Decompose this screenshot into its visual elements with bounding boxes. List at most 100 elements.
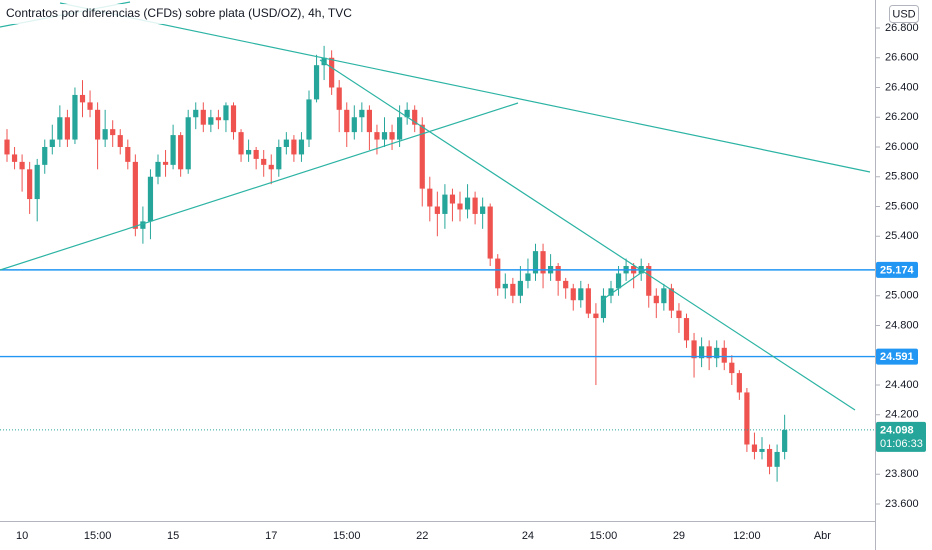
candle-body xyxy=(699,346,705,359)
candle-body xyxy=(155,161,161,177)
trend-line xyxy=(0,102,519,271)
y-tick-label: 26.800 xyxy=(885,22,919,34)
candle-body xyxy=(268,164,274,170)
candle-body xyxy=(464,197,471,210)
candle-body xyxy=(147,176,154,222)
candle-body xyxy=(110,129,116,136)
candle-body xyxy=(570,288,576,301)
candle-body xyxy=(306,99,312,140)
candle-body xyxy=(336,87,342,110)
candle-body xyxy=(283,139,289,147)
y-tick-label: 24.200 xyxy=(885,409,919,421)
candle-body xyxy=(215,117,221,121)
y-tick-label: 23.800 xyxy=(885,468,919,480)
x-tick-label: 15:00 xyxy=(590,530,618,542)
candle-body xyxy=(4,139,10,155)
candle-body xyxy=(170,135,176,165)
candle-body xyxy=(238,132,244,155)
candle-body xyxy=(683,318,690,341)
candle-body xyxy=(714,347,720,359)
y-tick-label: 24.400 xyxy=(885,379,919,391)
x-tick-label: 10 xyxy=(16,530,28,542)
price-label: 24.591 xyxy=(880,351,914,363)
x-tick-label: 15:00 xyxy=(333,530,361,542)
candle-body xyxy=(329,57,335,88)
candle-body xyxy=(72,94,78,140)
candle-body xyxy=(676,310,682,319)
candle-body xyxy=(412,109,418,125)
candle-body xyxy=(517,280,523,296)
candle-body xyxy=(125,147,131,162)
candle-body xyxy=(653,295,659,304)
candle-body xyxy=(404,109,410,118)
candle-body xyxy=(525,273,531,281)
y-tick-label: 25.800 xyxy=(885,171,919,183)
candle-body xyxy=(540,251,546,274)
x-tick-label: 15:00 xyxy=(84,530,112,542)
currency-box[interactable] xyxy=(889,5,919,23)
title-bg xyxy=(0,4,318,24)
last-price-label: 24.098 xyxy=(880,424,914,436)
candle-body xyxy=(449,194,456,204)
x-tick-label: 15 xyxy=(167,530,179,542)
y-tick-label: 26.600 xyxy=(885,52,919,64)
x-tick-label: Abr xyxy=(814,530,831,542)
candle-body xyxy=(593,313,599,319)
y-tick-label: 24.800 xyxy=(885,319,919,331)
last-price-box xyxy=(876,421,926,452)
candle-body xyxy=(721,347,727,363)
candle-body xyxy=(19,161,25,170)
candle-body xyxy=(11,154,18,162)
candle-body xyxy=(208,117,214,125)
candle-body xyxy=(608,288,614,296)
x-tick-label: 22 xyxy=(416,530,428,542)
y-tick-label: 25.600 xyxy=(885,200,919,212)
x-tick-label: 29 xyxy=(673,530,685,542)
candle-body xyxy=(200,109,206,125)
candle-body xyxy=(457,203,463,210)
candle-body xyxy=(178,135,184,170)
candle-body xyxy=(600,295,607,319)
candle-body xyxy=(427,188,433,207)
candle-body xyxy=(230,105,237,133)
candle-body xyxy=(185,117,191,170)
countdown-label: 01:06:33 xyxy=(880,438,923,450)
candle-body xyxy=(782,429,788,452)
candle-body xyxy=(321,57,327,66)
candle-body xyxy=(64,117,70,140)
candle-body xyxy=(691,340,697,359)
candle-body xyxy=(442,194,448,214)
candle-body xyxy=(87,102,93,110)
y-tick-label: 26.000 xyxy=(885,141,919,153)
candle-body xyxy=(132,161,138,229)
candle-body xyxy=(389,132,395,140)
candle-body xyxy=(774,451,780,467)
trend-line xyxy=(601,267,649,301)
candle-body xyxy=(487,206,493,259)
candle-body xyxy=(472,197,478,214)
y-tick-label: 25.000 xyxy=(885,290,919,302)
price-label: 25.174 xyxy=(880,264,915,276)
plot-area xyxy=(0,27,880,505)
candle-body xyxy=(646,266,652,296)
candle-body xyxy=(344,109,350,133)
candle-body xyxy=(555,266,561,281)
candle-body xyxy=(419,124,425,189)
candle-body xyxy=(351,117,357,133)
candle-body xyxy=(510,283,516,296)
candle-body xyxy=(49,139,55,147)
candle-body xyxy=(502,283,508,289)
chart-title: Contratos por diferencias (CFDs) sobre p… xyxy=(6,6,352,20)
candle-body xyxy=(193,109,199,118)
candle-body xyxy=(313,65,320,100)
candle-body xyxy=(759,448,765,452)
candle-body xyxy=(102,129,108,140)
candle-body xyxy=(751,444,758,452)
candle-body xyxy=(585,288,591,314)
candle-body xyxy=(34,164,40,200)
candle-body xyxy=(766,448,773,467)
candle-body xyxy=(729,362,735,374)
candle-body xyxy=(434,206,440,214)
